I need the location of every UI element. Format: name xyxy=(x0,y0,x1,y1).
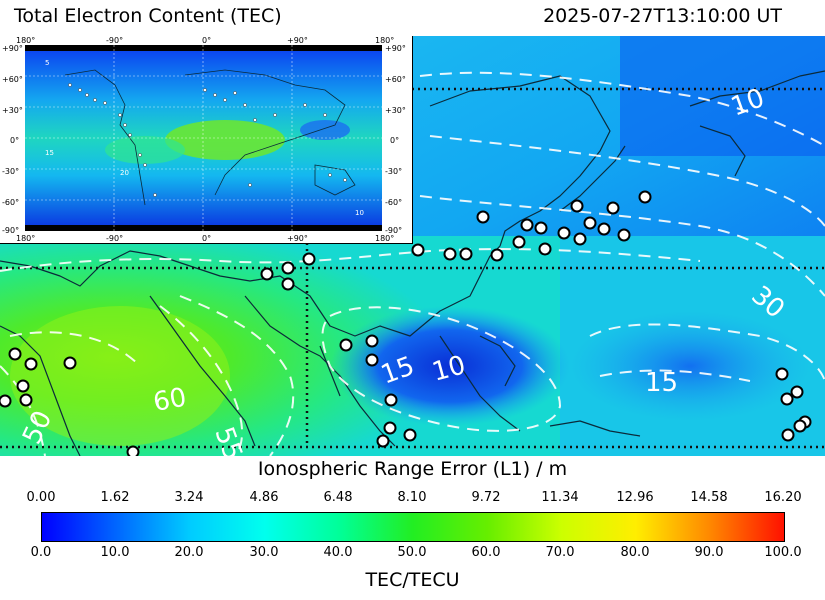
inset-lon-label-top: 0° xyxy=(202,36,212,45)
tec-tick: 40.0 xyxy=(323,545,353,560)
inset-lat-label-left: +60° xyxy=(2,75,23,84)
contour-label: 60 xyxy=(151,383,189,418)
contour-label: 15 xyxy=(645,368,678,398)
inset-lon-label-bottom: +90° xyxy=(287,234,308,243)
range-tick: 3.24 xyxy=(174,490,204,505)
inset-lon-label-top: +90° xyxy=(287,36,308,45)
tec-tick: 30.0 xyxy=(249,545,279,560)
inset-lat-label-right: 0° xyxy=(390,136,400,145)
range-tick: 4.86 xyxy=(249,490,279,505)
inset-contour-label: 20 xyxy=(120,169,129,177)
range-tick: 6.48 xyxy=(323,490,353,505)
tec-tick: 20.0 xyxy=(174,545,204,560)
inset-lat-label-left: +30° xyxy=(2,106,23,115)
range-tick: 16.20 xyxy=(764,490,802,505)
tec-tick: 0.0 xyxy=(30,545,52,560)
inset-lat-label-right: -30° xyxy=(385,167,403,176)
inset-lon-label-top: -90° xyxy=(106,36,124,45)
tec-tick: 50.0 xyxy=(397,545,427,560)
inset-lat-label-right: +60° xyxy=(385,75,406,84)
range-tick: 0.00 xyxy=(26,490,56,505)
inset-lat-label-right: +90° xyxy=(385,44,406,53)
inset-contour-label: 5 xyxy=(45,59,49,67)
tec-tick: 80.0 xyxy=(620,545,650,560)
range-tick: 11.34 xyxy=(541,490,579,505)
inset-lon-label-bottom: 0° xyxy=(202,234,212,243)
tec-tick: 10.0 xyxy=(100,545,130,560)
inset-lon-label-top: 180° xyxy=(375,36,395,45)
tec-tick: 70.0 xyxy=(545,545,575,560)
timestamp: 2025-07-27T13:10:00 UT xyxy=(543,5,782,27)
inset-lon-label-bottom: 180° xyxy=(16,234,36,243)
inset-lat-label-left: 0° xyxy=(10,136,20,145)
map-title: Total Electron Content (TEC) xyxy=(14,5,282,27)
inset-lon-label-bottom: 180° xyxy=(375,234,395,243)
tec-ticks: 0.0 10.0 20.0 30.0 40.0 50.0 60.0 70.0 8… xyxy=(0,545,825,565)
range-tick: 12.96 xyxy=(616,490,654,505)
global-inset-map: 5 15 20 10 180° -90° 0° +90° 180° 180° -… xyxy=(0,36,413,244)
inset-lat-label-left: -30° xyxy=(2,167,20,176)
tec-tick: 100.0 xyxy=(764,545,802,560)
inset-lat-label-left: -90° xyxy=(2,226,20,235)
inset-lat-label-right: -60° xyxy=(385,198,403,207)
inset-lat-label-left: +90° xyxy=(2,44,23,53)
range-tick: 14.58 xyxy=(690,490,728,505)
gnss-stations xyxy=(0,190,812,459)
range-tick: 9.72 xyxy=(471,490,501,505)
inset-lon-label-top: 180° xyxy=(16,36,36,45)
inset-contour-label: 10 xyxy=(355,209,364,217)
range-tick: 8.10 xyxy=(397,490,427,505)
range-error-title: Ionospheric Range Error (L1) / m xyxy=(257,458,568,480)
tec-unit-title: TEC/TECU xyxy=(365,569,460,591)
tec-colorbar xyxy=(41,512,785,542)
inset-lat-label-right: +30° xyxy=(385,106,406,115)
inset-lon-label-bottom: -90° xyxy=(106,234,124,243)
range-tick: 1.62 xyxy=(100,490,130,505)
inset-lat-label-right: -90° xyxy=(385,226,403,235)
inset-contour-label: 15 xyxy=(45,149,54,157)
tec-tick: 60.0 xyxy=(471,545,501,560)
inset-lat-label-left: -60° xyxy=(2,198,20,207)
tec-tick: 90.0 xyxy=(694,545,724,560)
range-error-ticks: 0.00 1.62 3.24 4.86 6.48 8.10 9.72 11.34… xyxy=(0,490,825,510)
